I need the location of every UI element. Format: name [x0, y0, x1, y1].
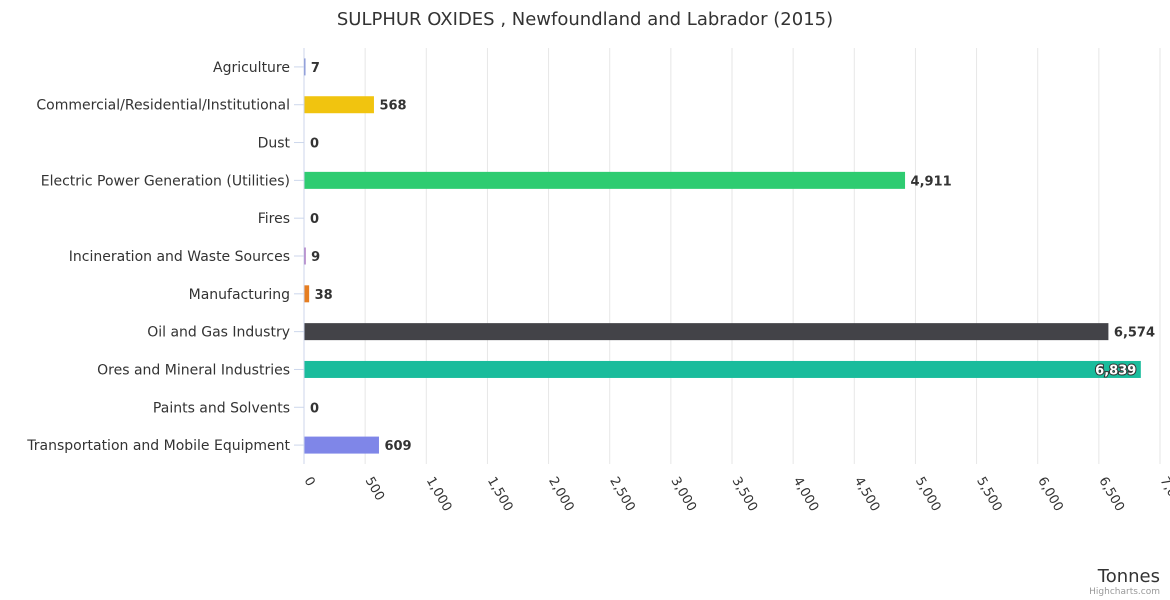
category-labels: Agriculture Commercial/Residential/Instit… [26, 60, 304, 454]
chart-title: SULPHUR OXIDES , Newfoundland and Labrad… [337, 9, 833, 30]
gridlines [303, 48, 1161, 464]
data-label: 9 [311, 250, 320, 265]
data-label: 7 [311, 61, 320, 76]
data-label: 4,911 [911, 174, 952, 189]
x-tick-label: 5,000 [912, 475, 944, 515]
x-tick-label: 4,000 [790, 475, 822, 515]
bar[interactable] [304, 323, 1109, 341]
category-label: Dust [258, 136, 291, 152]
x-tick-label: 6,500 [1095, 475, 1127, 515]
category-label: Incineration and Waste Sources [69, 249, 290, 265]
x-tick-label: 1,500 [484, 475, 516, 515]
category-label: Oil and Gas Industry [147, 325, 290, 341]
x-tick-label: 7,000 [1157, 475, 1170, 515]
category-label: Electric Power Generation (Utilities) [41, 173, 290, 189]
category-label: Paints and Solvents [153, 400, 290, 416]
x-tick-label: 500 [362, 475, 387, 504]
data-labels: 7 568 0 4,911 0 9 38 6,574 6,839 0 609 [310, 61, 1155, 454]
data-label: 38 [315, 288, 333, 303]
x-tick-label: 6,000 [1034, 475, 1066, 515]
category-label: Manufacturing [189, 287, 290, 303]
category-label: Fires [258, 211, 290, 227]
category-label: Commercial/Residential/Institutional [36, 98, 290, 114]
x-tick-label: 0 [301, 475, 318, 490]
credits-link[interactable]: Highcharts.com [1089, 587, 1160, 597]
category-label: Agriculture [213, 60, 290, 76]
bar[interactable] [304, 58, 306, 76]
x-axis-ticks: 0 500 1,000 1,500 2,000 2,500 3,000 3,500 4,000 4… [301, 475, 1170, 515]
x-tick-label: 3,500 [729, 475, 761, 515]
x-tick-label: 3,000 [667, 475, 699, 515]
x-tick-label: 1,000 [423, 475, 455, 515]
data-label: 0 [310, 137, 319, 152]
x-tick-label: 5,500 [973, 475, 1005, 515]
data-label: 609 [384, 439, 411, 454]
x-tick-label: 4,500 [851, 475, 883, 515]
data-label: 6,839 [1095, 363, 1136, 378]
bar[interactable] [304, 285, 310, 303]
data-label: 6,574 [1114, 326, 1155, 341]
bar[interactable] [304, 436, 379, 454]
data-label: 568 [379, 99, 406, 114]
data-label: 0 [310, 401, 319, 416]
bar[interactable] [304, 96, 374, 114]
category-label: Ores and Mineral Industries [97, 362, 290, 378]
data-label: 0 [310, 212, 319, 227]
x-axis-title: Tonnes [1097, 566, 1160, 587]
x-tick-label: 2,000 [545, 475, 577, 515]
category-label: Transportation and Mobile Equipment [26, 438, 290, 454]
bars [304, 58, 1141, 454]
bar[interactable] [304, 247, 306, 265]
bar[interactable] [304, 171, 906, 189]
bar[interactable] [304, 360, 1141, 378]
x-tick-label: 2,500 [606, 475, 638, 515]
